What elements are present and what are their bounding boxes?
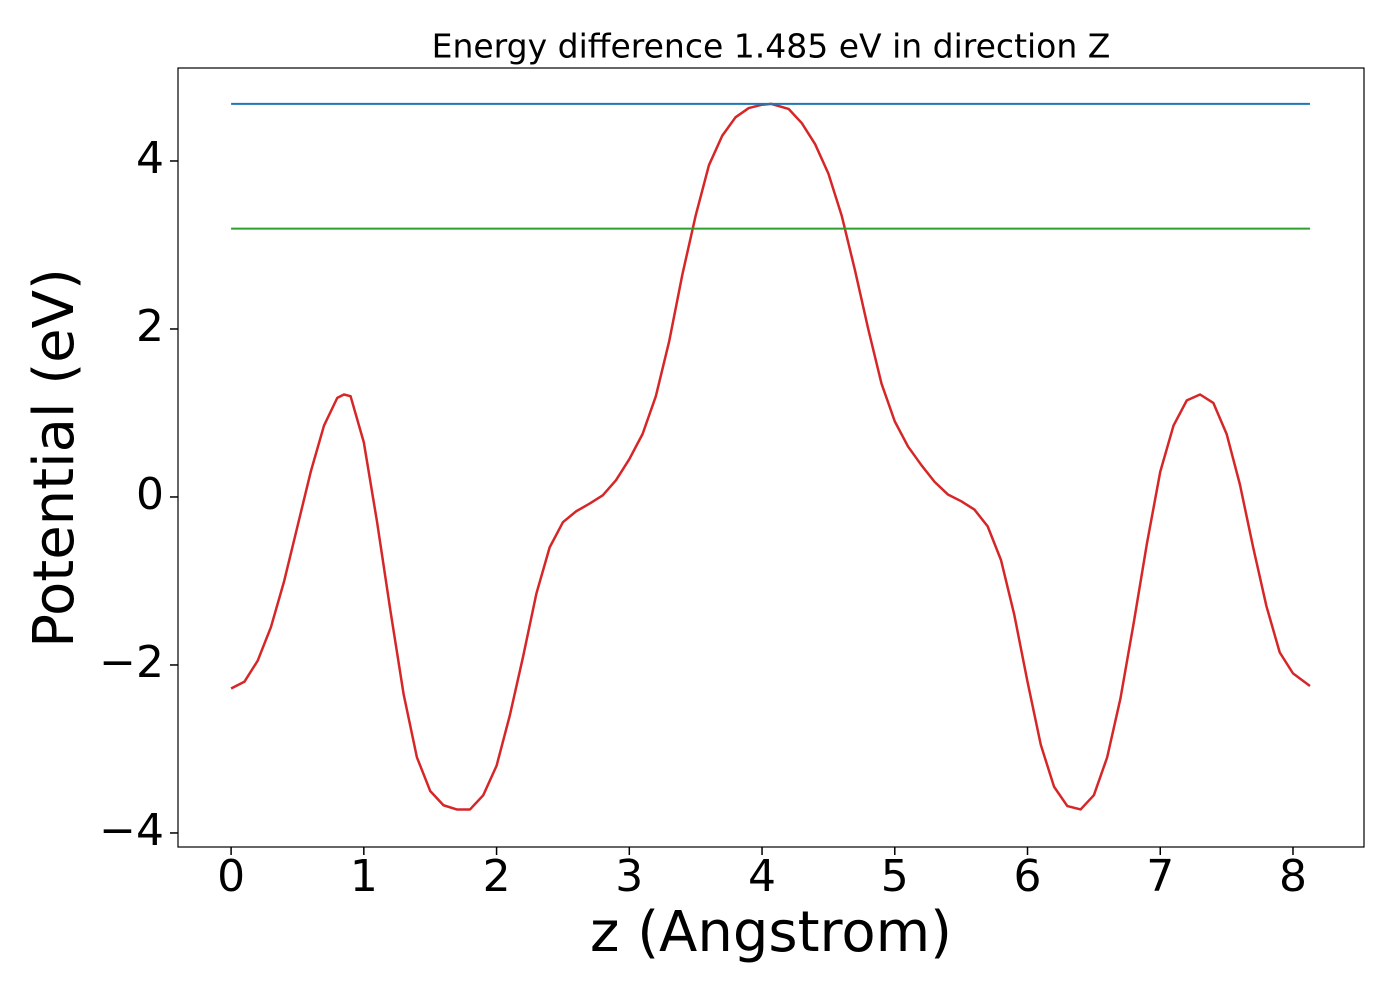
y-tick-label: 0 — [136, 469, 164, 520]
x-axis-label: z (Angstrom) — [590, 900, 952, 965]
y-axis-label: Potential (eV) — [22, 268, 87, 648]
x-tick-label: 8 — [1279, 851, 1307, 902]
x-tick-label: 1 — [350, 851, 378, 902]
x-tick-label: 4 — [748, 851, 776, 902]
x-tick-label: 0 — [217, 851, 245, 902]
plot-frame — [177, 67, 1365, 848]
y-tick-label: −2 — [99, 637, 164, 688]
x-tick-label: 3 — [615, 851, 643, 902]
y-tick-label: −4 — [99, 805, 164, 856]
chart-title: Energy difference 1.485 eV in direction … — [432, 27, 1111, 66]
x-tick-label: 5 — [881, 851, 909, 902]
x-tick-label: 7 — [1146, 851, 1174, 902]
x-tick-label: 6 — [1014, 851, 1042, 902]
x-tick-label: 2 — [483, 851, 511, 902]
y-tick-label: 4 — [136, 133, 164, 184]
y-tick-label: 2 — [136, 301, 164, 352]
